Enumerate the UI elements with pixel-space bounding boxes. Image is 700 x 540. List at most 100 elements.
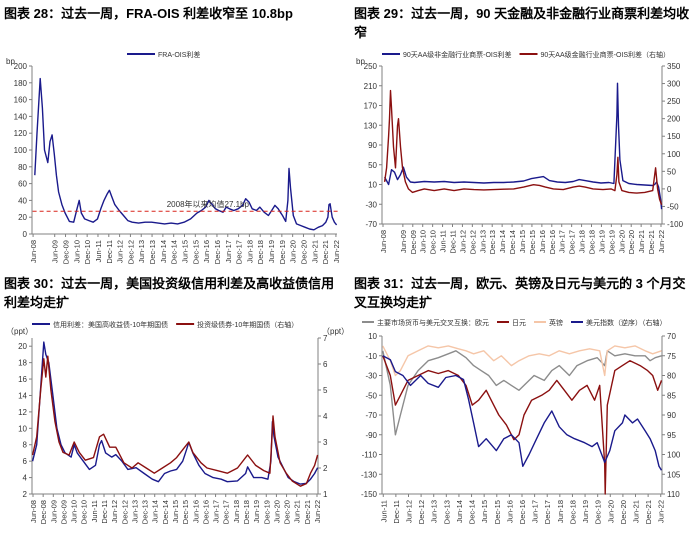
legend-label: 主要市场货币与美元交叉互换：欧元 xyxy=(377,318,489,327)
x-tick-label: Jun-11 xyxy=(439,230,448,252)
x-tick-label: Dec-20 xyxy=(619,500,628,524)
x-tick-label: Dec-10 xyxy=(83,240,92,264)
x-tick-label: Jun-09 xyxy=(49,500,58,523)
x-tick-label: Jun-17 xyxy=(558,230,567,253)
x-tick-label: Dec-10 xyxy=(80,500,89,524)
y-tick-label-left: -70 xyxy=(365,411,377,420)
x-tick-label: Jun-12 xyxy=(116,240,125,263)
x-tick-label: Dec-13 xyxy=(488,230,497,254)
x-tick-label: Dec-09 xyxy=(59,500,68,524)
x-tick-label: Dec-20 xyxy=(299,240,308,264)
x-tick-label: Jun-10 xyxy=(72,240,81,263)
x-tick-label: Dec-19 xyxy=(262,500,271,524)
y-tick-label-right: 85 xyxy=(667,391,676,400)
x-tick-label: Jun-11 xyxy=(94,240,103,262)
x-tick-label: Jun-18 xyxy=(232,500,241,523)
legend-label: 日元 xyxy=(512,319,526,327)
y-tick-label-left: 20 xyxy=(18,342,27,351)
x-tick-label: Dec-17 xyxy=(222,500,231,524)
x-tick-label: Dec-17 xyxy=(235,240,244,264)
x-tick-label: Jun-08 xyxy=(379,230,388,253)
x-tick-label: Dec-20 xyxy=(627,230,636,254)
y-tick-label-right: 50 xyxy=(667,167,676,176)
y-tick-label-left: 50 xyxy=(368,161,377,170)
y-tick-label-right: 70 xyxy=(667,332,676,341)
y-tick-label-left: 140 xyxy=(14,112,28,121)
x-tick-label: Jun-22 xyxy=(332,240,341,263)
y-axis-label-left: bp xyxy=(6,57,15,66)
y-tick-label-right: 7 xyxy=(323,334,328,343)
x-tick-label: Dec-13 xyxy=(141,500,150,524)
series-line xyxy=(382,355,663,495)
series-line xyxy=(31,341,319,485)
x-tick-label: Jun-20 xyxy=(272,500,281,523)
y-axis-label-left: bp xyxy=(356,57,365,66)
y-tick-label-left: 90 xyxy=(368,141,377,150)
y-tick-label-right: 100 xyxy=(667,451,681,460)
x-tick-label: Jun-15 xyxy=(171,500,180,523)
series-line xyxy=(383,82,663,210)
series-line xyxy=(382,345,662,377)
chart-cross-currency: 10 -10 -30 -50 -70 -90 -110 -130 -150 70 75 80 85 90 9… xyxy=(361,318,681,524)
x-tick-label: Jun-14 xyxy=(455,500,464,523)
y-tick-label-right: 75 xyxy=(667,352,676,361)
x-tick-label: Jun-17 xyxy=(531,500,540,523)
legend-label: 信用利差：美国高收益债-10年期国债 xyxy=(53,320,168,329)
y-tick-label-right: 250 xyxy=(667,97,681,106)
y-tick-label-left: 10 xyxy=(368,181,377,190)
x-tick-label: Jun-21 xyxy=(310,240,319,263)
y-tick-label-left: -90 xyxy=(365,431,377,440)
y-tick-label-right: 90 xyxy=(667,411,676,420)
x-tick-label: Jun-13 xyxy=(137,240,146,263)
y-tick-label-right: 0 xyxy=(667,185,672,194)
x-tick-label: Dec-11 xyxy=(448,230,457,254)
x-tick-label: Dec-19 xyxy=(594,500,603,524)
x-tick-label: Jun-14 xyxy=(498,230,507,253)
x-tick-label: Dec-19 xyxy=(278,240,287,264)
x-tick-label: Jun-19 xyxy=(597,230,606,253)
x-tick-label: Jun-17 xyxy=(224,240,233,263)
x-tick-label: Jun-10 xyxy=(419,230,428,253)
series-line xyxy=(382,350,662,436)
panel-title: 图表 31：过去一周，欧元、英镑及日元与美元的 3 个月交叉互换均走扩 xyxy=(354,276,686,310)
x-tick-label: Dec-13 xyxy=(148,240,157,264)
chart-commercial-paper: bp -70 -30 10 50 90 130 170 210 250 -100 -50 0 50 100 1… xyxy=(356,50,684,254)
x-tick-label: Jun-13 xyxy=(430,500,439,523)
x-tick-label: Jun-22 xyxy=(657,500,666,523)
x-tick-label: Dec-16 xyxy=(518,500,527,524)
y-tick-label-right: 100 xyxy=(667,150,681,159)
x-tick-label: Jun-14 xyxy=(159,240,168,263)
y-tick-label-left: 60 xyxy=(18,180,27,189)
x-tick-label: Dec-14 xyxy=(508,230,517,254)
x-tick-label: Jun-20 xyxy=(606,500,615,523)
x-tick-label: Jun-15 xyxy=(480,500,489,523)
x-tick-label: Jun-16 xyxy=(191,500,200,523)
x-tick-label: Dec-15 xyxy=(181,500,190,524)
y-tick-label-right: 150 xyxy=(667,132,681,141)
y-tick-label-right: 2 xyxy=(323,464,328,473)
y-tick-label-left: 180 xyxy=(14,79,28,88)
x-tick-label: Jun-21 xyxy=(632,500,641,523)
x-tick-label: Dec-13 xyxy=(442,500,451,524)
x-tick-label: Dec-21 xyxy=(647,230,656,254)
y-tick-label-left: 12 xyxy=(18,408,27,417)
x-tick-label: Jun-12 xyxy=(110,500,119,523)
x-tick-label: Jun-20 xyxy=(617,230,626,253)
x-tick-label: Dec-12 xyxy=(468,230,477,254)
y-tick-label-right: 80 xyxy=(667,372,676,381)
x-tick-label: Jun-18 xyxy=(578,230,587,253)
x-tick-label: Jun-13 xyxy=(130,500,139,523)
y-tick-label-left: 250 xyxy=(364,62,378,71)
y-axis-label-left: （ppt） xyxy=(6,327,33,336)
x-tick-label: Dec-18 xyxy=(256,240,265,264)
y-tick-label-left: 120 xyxy=(14,129,28,138)
x-tick-label: Dec-10 xyxy=(429,230,438,254)
x-tick-label: Dec-09 xyxy=(62,240,71,264)
x-tick-label: Jun-15 xyxy=(181,240,190,263)
x-tick-label: Dec-17 xyxy=(543,500,552,524)
x-tick-label: Jun-20 xyxy=(289,240,298,263)
x-tick-label: Jun-18 xyxy=(245,240,254,263)
x-tick-label: Dec-18 xyxy=(588,230,597,254)
y-tick-label-right: 200 xyxy=(667,115,681,124)
x-tick-label: Dec-20 xyxy=(283,500,292,524)
